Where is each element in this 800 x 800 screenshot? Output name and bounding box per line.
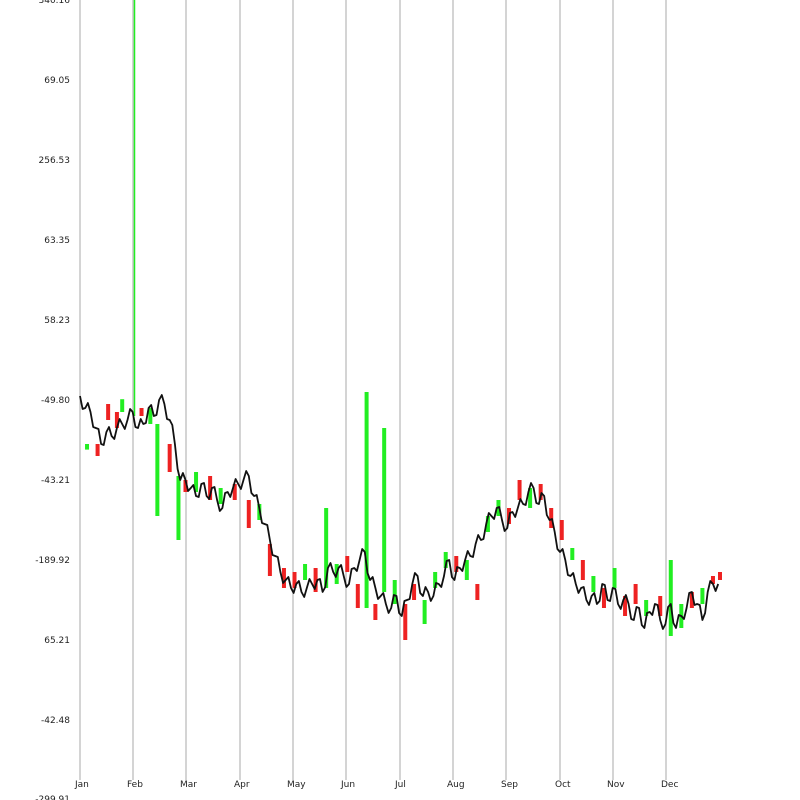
candle-down [633, 584, 638, 604]
candle-up [443, 552, 448, 568]
y-tick-label: -43.21 [41, 476, 70, 486]
x-tick-label-nov: Nov [607, 780, 625, 790]
x-tick-label-feb: Feb [127, 780, 143, 790]
candle-down [114, 412, 119, 428]
candle-down [689, 592, 694, 608]
candle-down [267, 544, 272, 576]
y-tick-label: 58.23 [44, 316, 70, 326]
y-tick-label: -189.92 [35, 556, 70, 566]
candle-up [700, 588, 705, 604]
x-axis: Jan Feb Mar Apr May Jun Jul Aug Sep Oct … [74, 780, 678, 790]
x-tick-label-mar: Mar [180, 780, 197, 790]
candle-down [454, 556, 459, 572]
candle-up [668, 560, 673, 636]
candle-down [412, 584, 417, 600]
candle-down [475, 584, 480, 600]
candle-down [549, 508, 554, 528]
vertical-gridlines [79, 0, 667, 780]
close-line [79, 394, 720, 630]
candle-down [658, 596, 663, 616]
candle-down [313, 568, 318, 592]
candle-up [218, 488, 223, 504]
y-tick-label: 65.21 [44, 636, 70, 646]
candle-up [303, 564, 308, 580]
candle-down [517, 480, 522, 500]
candle-up [364, 392, 369, 608]
candle-down [183, 480, 188, 492]
y-tick-label: -42.48 [41, 716, 70, 726]
x-tick-label-oct: Oct [555, 780, 571, 790]
y-tick-label: 340.16 [39, 0, 71, 6]
candle-up [382, 428, 387, 592]
candle-down [292, 572, 297, 588]
candle-down [623, 596, 628, 616]
candle-up [176, 476, 181, 540]
candles [85, 0, 722, 640]
y-tick-label: 256.53 [39, 156, 71, 166]
candle-down [167, 444, 172, 472]
candle-down [601, 588, 606, 608]
candle-up [392, 580, 397, 604]
candle-up [148, 408, 153, 424]
candle-down [559, 520, 564, 540]
candle-up [120, 399, 125, 412]
candle-down [281, 568, 286, 588]
candle-down [718, 572, 722, 580]
candle-up [422, 600, 427, 624]
y-tick-label: 69.05 [44, 76, 70, 86]
x-tick-label-sep: Sep [501, 780, 518, 790]
x-tick-label-apr: Apr [234, 780, 250, 790]
x-tick-label-may: May [287, 780, 306, 790]
candle-down [355, 584, 360, 608]
candle-up [464, 560, 469, 580]
candle-up [85, 444, 90, 450]
candle-up [155, 424, 160, 516]
candle-up [324, 508, 329, 588]
y-tick-label: -299.91 [35, 795, 70, 800]
candle-down [538, 484, 543, 500]
candle-down [106, 404, 111, 420]
x-tick-label-jul: Jul [394, 780, 406, 790]
candle-up [433, 572, 438, 588]
candle-up [612, 568, 617, 588]
candle-down [373, 604, 378, 620]
candle-down [232, 484, 237, 500]
x-tick-label-jun: Jun [340, 780, 355, 790]
candle-up [485, 516, 490, 532]
x-tick-label-aug: Aug [447, 780, 465, 790]
candle-up [528, 488, 533, 508]
candle-up [644, 600, 649, 616]
x-tick-label-dec: Dec [661, 780, 678, 790]
candle-down [710, 576, 715, 584]
close-line-series [79, 394, 720, 630]
y-tick-label: 63.35 [44, 236, 70, 246]
candle-down [345, 556, 350, 572]
candle-down [580, 560, 585, 580]
candle-down [139, 408, 144, 416]
candle-down [208, 476, 213, 500]
candle-down [403, 604, 408, 640]
candle-up [591, 576, 596, 592]
candle-down [95, 444, 100, 456]
candle-up [570, 548, 575, 560]
y-tick-label: -49.80 [41, 396, 70, 406]
candle-down [246, 500, 251, 528]
candle-up [194, 472, 199, 492]
x-tick-label-jan: Jan [74, 780, 89, 790]
y-axis: 340.16 69.05 256.53 63.35 58.23 -49.80 -… [35, 0, 70, 800]
